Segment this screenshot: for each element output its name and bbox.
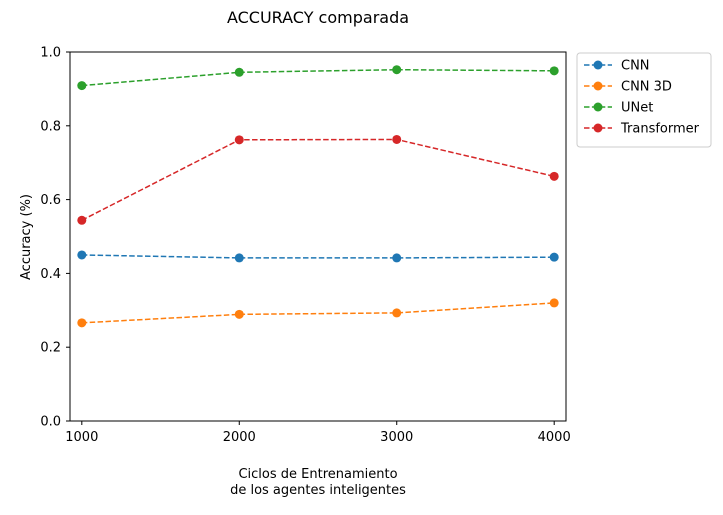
legend-marker <box>593 81 603 91</box>
data-point-cnn-3d <box>549 298 559 308</box>
data-point-unet <box>234 67 244 77</box>
series-cnn-3d <box>77 298 559 328</box>
series-line-transformer <box>81 138 555 221</box>
legend-label: Transformer <box>620 122 700 137</box>
data-point-transformer <box>234 135 244 145</box>
legend-item-unet: UNet <box>584 101 653 116</box>
data-point-cnn-3d <box>234 309 244 319</box>
legend-marker <box>593 60 603 70</box>
x-tick-label: 1000 <box>65 430 98 445</box>
x-axis-label-line-1: Ciclos de Entrenamiento <box>238 467 397 482</box>
y-tick-label: 0.6 <box>40 193 61 208</box>
x-axis-label-line-2: de los agentes inteligentes <box>230 483 406 498</box>
data-point-transformer <box>77 215 87 225</box>
data-point-cnn <box>549 252 559 262</box>
y-tick-label: 1.0 <box>40 46 61 61</box>
data-point-transformer <box>549 171 559 181</box>
y-tick-label: 0.0 <box>40 415 61 430</box>
y-tick-label: 0.8 <box>40 119 61 134</box>
legend-item-cnn: CNN <box>584 59 650 74</box>
x-tick-label: 4000 <box>538 430 571 445</box>
plot-area <box>77 65 559 328</box>
data-point-cnn <box>77 250 87 260</box>
y-tick-label: 0.4 <box>40 267 61 282</box>
legend-label: CNN <box>621 59 650 74</box>
data-point-transformer <box>392 134 402 144</box>
legend-box <box>576 52 712 148</box>
legend-marker <box>593 102 603 112</box>
legend-marker <box>593 123 603 133</box>
legend-label: UNet <box>621 101 653 116</box>
series-unet <box>77 65 559 91</box>
series-transformer <box>77 134 559 225</box>
axes: 1000 2000 3000 4000 0.0 0.2 0.4 0.6 0.8 1.0 <box>40 46 570 446</box>
data-point-unet <box>549 66 559 76</box>
chart-title: ACCURACY comparada <box>227 8 409 27</box>
legend-item-transformer: Transformer <box>584 122 700 137</box>
data-point-cnn <box>392 253 402 263</box>
x-tick-label: 3000 <box>380 430 413 445</box>
legend-label: CNN 3D <box>621 80 672 95</box>
data-point-unet <box>77 81 87 91</box>
y-tick-label: 0.2 <box>40 341 61 356</box>
axes-frame <box>69 51 567 422</box>
legend: CNN CNN 3D UNet Transformer <box>576 52 712 148</box>
data-point-cnn <box>234 253 244 263</box>
x-tick-label: 2000 <box>223 430 256 445</box>
series-line-unet <box>81 68 555 87</box>
series-cnn <box>77 250 559 263</box>
data-point-unet <box>392 65 402 75</box>
data-point-cnn-3d <box>77 318 87 328</box>
legend-item-cnn-3d: CNN 3D <box>584 80 672 95</box>
data-point-cnn-3d <box>392 308 402 318</box>
y-axis-label: Accuracy (%) <box>19 194 34 280</box>
